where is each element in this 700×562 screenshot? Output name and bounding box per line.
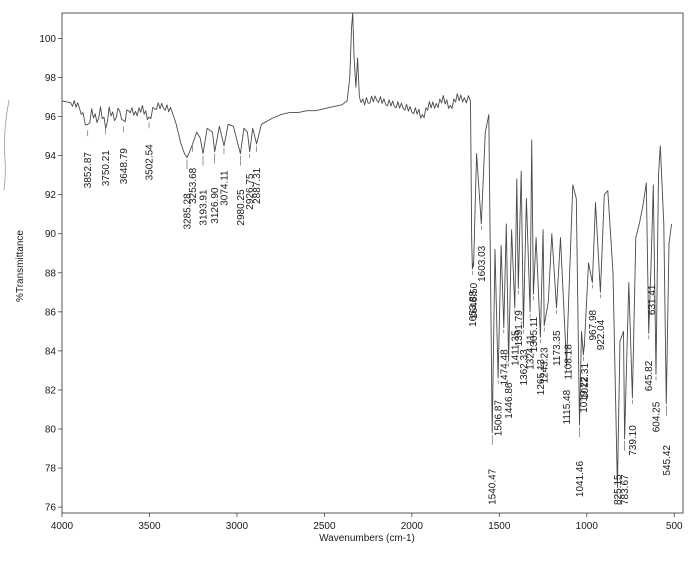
y-tick-label: 96 — [45, 112, 57, 123]
y-tick-label: 76 — [45, 503, 57, 514]
x-tick-label: 1000 — [576, 521, 599, 532]
x-tick-label: 2500 — [313, 521, 336, 532]
peak-label: 3750.21 — [101, 150, 112, 187]
peak-label: 1646.50 — [469, 282, 480, 319]
peak-label: 2980.25 — [236, 189, 247, 226]
peak-label: 545.42 — [662, 445, 673, 476]
y-tick-label: 82 — [45, 385, 57, 396]
y-tick-label: 78 — [45, 464, 57, 475]
peak-label: 1324.11 — [526, 334, 537, 370]
peak-label: 604.25 — [652, 401, 663, 432]
peak-label: 1603.03 — [477, 245, 488, 282]
peak-label: 783.67 — [620, 474, 631, 505]
peak-label: 1265.13 — [536, 359, 547, 396]
plot-area: 76 78 80 82 84 86 88 90 92 94 96 98 100 4000 3500 3000 2… — [39, 12, 684, 532]
y-tick-label: 86 — [45, 307, 57, 318]
spectrum-line — [61, 12, 673, 489]
peak-label: 739.10 — [628, 425, 639, 456]
peak-label: 2887.31 — [252, 167, 263, 204]
peak-label: 3852.87 — [83, 152, 94, 189]
peak-label: 1411.35 — [510, 330, 521, 366]
peak-label: 3648.79 — [119, 148, 130, 185]
peak-label: 1391.79 — [514, 310, 525, 347]
x-axis-label: Wavenumbers (cm-1) — [319, 533, 415, 544]
peak-label: 1115.48 — [562, 389, 573, 424]
y-tick-label: 80 — [45, 425, 57, 436]
plot-frame — [61, 12, 684, 514]
peak-label: 1243.23 — [540, 347, 551, 384]
peak-label: 1019.22 — [579, 376, 590, 413]
peak-label: 1041.46 — [575, 461, 586, 498]
peak-label: 1305.11 — [529, 316, 540, 352]
peak-label: 1446.86 — [504, 382, 515, 419]
peak-label: 3285.28 — [183, 193, 194, 230]
peak-label: 1362.33 — [519, 349, 530, 386]
peak-label: 1173.35 — [552, 330, 563, 366]
peak-label: 1012.31 — [580, 363, 591, 400]
peak-label: 1108.18 — [563, 344, 574, 380]
peak-label: 2926.75 — [245, 173, 256, 210]
x-tick-label: 4000 — [51, 521, 74, 532]
x-tick-label: 3000 — [226, 521, 249, 532]
peak-label: 3074.11 — [220, 170, 231, 206]
y-tick-label: 90 — [45, 229, 57, 240]
peak-label: 3193.91 — [199, 189, 210, 226]
peak-label: 1474.48 — [499, 349, 510, 386]
peak-label: 645.82 — [644, 360, 655, 391]
peak-label: 631.41 — [647, 284, 658, 315]
scan-edge-mark — [3, 99, 10, 191]
peak-label: 825.15 — [613, 474, 624, 505]
y-axis-label: %Transmittance — [15, 230, 26, 302]
y-tick-label: 100 — [39, 34, 56, 45]
x-tick-label: 2000 — [401, 521, 424, 532]
y-tick-label: 84 — [45, 346, 57, 357]
peak-label: 3502.54 — [145, 144, 156, 181]
peak-label: 3126.90 — [210, 187, 221, 224]
y-tick-label: 88 — [45, 268, 57, 279]
x-tick-label: 500 — [666, 521, 683, 532]
peak-label: 1540.47 — [488, 468, 499, 505]
y-tick-label: 98 — [45, 73, 57, 84]
y-tick-label: 94 — [45, 151, 57, 162]
x-tick-label: 1500 — [488, 521, 511, 532]
x-tick-label: 3500 — [138, 521, 161, 532]
peak-label: 1653.88 — [468, 290, 479, 327]
peak-label: 1506.87 — [494, 400, 505, 437]
y-tick-label: 92 — [45, 190, 57, 201]
peak-label: 967.98 — [588, 309, 599, 340]
peak-label: 3253.68 — [188, 167, 199, 204]
peak-label: 922.04 — [596, 319, 607, 350]
